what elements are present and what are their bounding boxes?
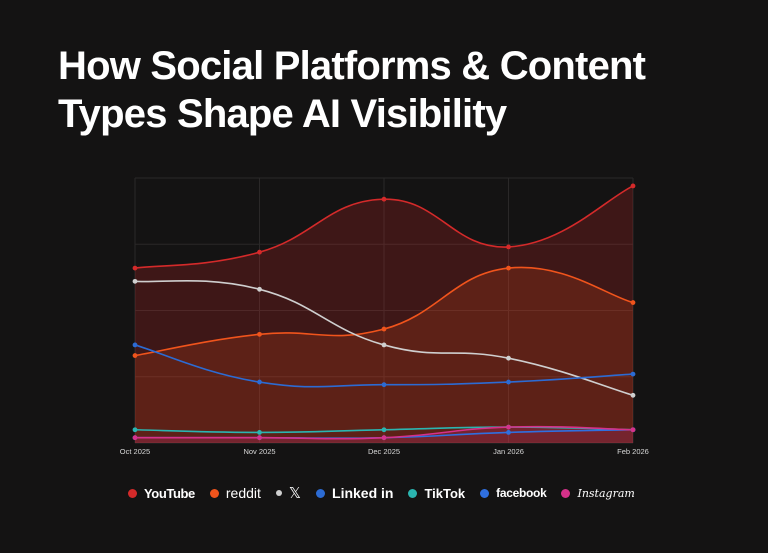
point-instagram-1[interactable]: [257, 435, 262, 441]
chart-grid: [134, 177, 634, 444]
legend-label-linkedin: Linked in: [332, 485, 394, 501]
legend-item-x[interactable]: 𝕏: [275, 484, 302, 502]
legend-item-linkedin[interactable]: Linked in: [316, 485, 393, 501]
point-instagram-2[interactable]: [381, 435, 387, 441]
point-reddit-4[interactable]: [630, 300, 636, 305]
legend-label-tiktok: TikTok: [424, 485, 466, 501]
chart-legend: YouTube reddit 𝕏 Linked in TikTok facebo…: [128, 484, 650, 502]
point-reddit-0[interactable]: [132, 353, 138, 358]
point-linkedin-2[interactable]: [381, 382, 387, 388]
point-instagram-0[interactable]: [132, 435, 138, 441]
x-tick-label: Nov 2025: [243, 447, 275, 456]
legend-dot-x: [275, 490, 282, 496]
x-tick-label: Dec 2025: [368, 447, 400, 456]
point-youtube-2[interactable]: [381, 196, 387, 202]
title-line-2: Types Shape AI Visibility: [58, 92, 507, 136]
x-tick-label: Jan 2026: [493, 447, 524, 456]
x-tick-label: Oct 2025: [120, 447, 150, 456]
legend-dot-instagram: [561, 488, 571, 498]
x-logo-icon: 𝕏: [288, 485, 302, 502]
legend-label-youtube: YouTube: [144, 485, 195, 501]
page-title: How Social Platforms & Content Types Sha…: [58, 42, 738, 138]
legend-item-facebook[interactable]: facebook: [480, 486, 547, 500]
title-line-1: How Social Platforms & Content: [58, 44, 646, 88]
legend-dot-tiktok: [408, 488, 418, 498]
area-youtube: [135, 185, 633, 443]
legend-dot-reddit: [209, 488, 219, 498]
legend-item-tiktok[interactable]: TikTok: [408, 486, 465, 501]
point-youtube-1[interactable]: [257, 249, 262, 255]
point-linkedin-0[interactable]: [132, 342, 138, 348]
legend-label-instagram: Instagram: [577, 486, 635, 500]
point-youtube-4[interactable]: [630, 183, 636, 189]
legend-dot-facebook: [480, 488, 490, 498]
point-tiktok-1[interactable]: [257, 430, 262, 435]
point-youtube-3[interactable]: [506, 244, 511, 250]
point-tiktok-2[interactable]: [381, 427, 387, 433]
point-x-4[interactable]: [630, 392, 636, 398]
chart-points: [132, 183, 636, 441]
legend-item-reddit[interactable]: reddit: [209, 485, 261, 501]
legend-item-instagram[interactable]: Instagram: [561, 486, 635, 500]
x-tick-label: Feb 2026: [617, 447, 649, 456]
point-x-0[interactable]: [132, 278, 138, 284]
legend-label-facebook: facebook: [496, 486, 547, 500]
point-reddit-3[interactable]: [506, 265, 511, 271]
point-facebook-3[interactable]: [506, 430, 511, 435]
point-linkedin-3[interactable]: [506, 379, 511, 385]
point-reddit-1[interactable]: [257, 331, 262, 337]
legend-item-youtube[interactable]: YouTube: [128, 486, 195, 501]
point-x-2[interactable]: [381, 342, 387, 348]
area-reddit: [135, 267, 633, 443]
point-x-3[interactable]: [506, 355, 511, 361]
x-axis-ticks: Oct 2025 Nov 2025 Dec 2025 Jan 2026 Feb 2026: [120, 447, 649, 456]
legend-dot-linkedin: [316, 488, 326, 498]
chart-areas: [135, 185, 633, 443]
point-youtube-0[interactable]: [132, 265, 138, 271]
point-x-1[interactable]: [257, 286, 262, 292]
point-linkedin-4[interactable]: [630, 371, 636, 377]
point-tiktok-0[interactable]: [132, 427, 138, 433]
legend-label-reddit: reddit: [225, 485, 261, 501]
point-linkedin-1[interactable]: [257, 379, 262, 385]
point-instagram-3[interactable]: [506, 424, 511, 430]
legend-dot-youtube: [128, 488, 137, 498]
point-instagram-4[interactable]: [630, 427, 636, 433]
point-reddit-2[interactable]: [381, 326, 387, 332]
